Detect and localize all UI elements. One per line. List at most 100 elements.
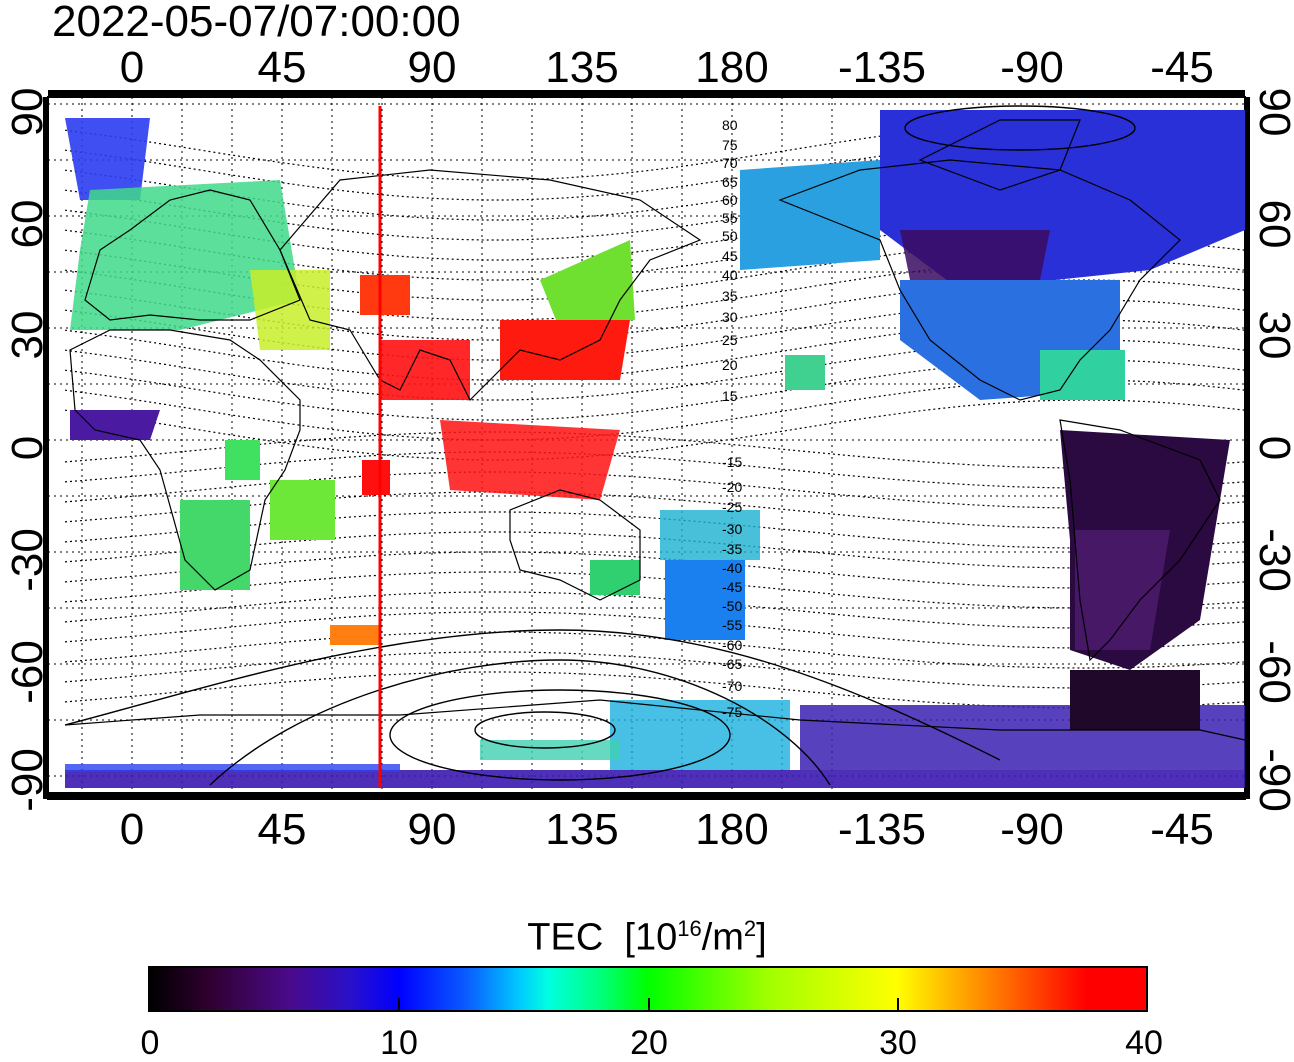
bottom-tick-label: -90	[1000, 805, 1064, 854]
magnetic-latitude-label: -20	[722, 479, 743, 495]
magnetic-latitude-curve	[64, 431, 1246, 469]
tec-patch-indochina	[380, 340, 470, 400]
bottom-tick-label: -45	[1150, 805, 1214, 854]
magnetic-latitude-label: -70	[722, 678, 743, 694]
magnetic-latitude-label: 25	[722, 332, 738, 348]
left-tick-label: 0	[3, 435, 52, 461]
magnetic-latitude-label: -35	[722, 541, 743, 557]
magnetic-latitude-label: 20	[722, 357, 738, 373]
tec-patch-japan-south	[500, 320, 630, 380]
tec-patch-canada-dark	[900, 230, 1050, 280]
left-tick-label: 30	[3, 310, 52, 360]
tec-patch-mideast	[250, 270, 330, 350]
magnetic-latitude-curve	[64, 491, 1246, 529]
colorbar-title-text: TEC	[527, 916, 604, 959]
bottom-tick-label: 180	[695, 805, 769, 854]
tec-patch-alaska	[740, 160, 880, 270]
top-tick-label: 135	[545, 43, 619, 92]
magnetic-latitude-label: 75	[722, 137, 738, 153]
left-tick-label: -60	[3, 640, 52, 704]
top-tick-label: 0	[119, 43, 145, 92]
tec-patch-europe-central	[70, 180, 300, 330]
right-axis-bar	[1245, 97, 1250, 799]
tec-patch-south-strip-blue	[65, 764, 400, 772]
magnetic-latitude-curve	[64, 591, 1246, 629]
tec-patch-japan	[540, 240, 635, 330]
tec-patch-hawaii	[785, 355, 825, 390]
coastline-south-america	[1059, 419, 1221, 662]
colorbar-unit-exp2: 2	[743, 916, 757, 941]
timestamp: 2022-05-07/07:00:00	[52, 0, 461, 46]
colorbar-tick	[897, 998, 899, 1010]
colorbar-label: 40	[1125, 1024, 1163, 1062]
colorbar-label: 30	[879, 1024, 917, 1062]
right-tick-label: -90	[1250, 748, 1294, 812]
bottom-tick-label: 0	[119, 805, 145, 854]
top-axis-bar	[48, 90, 1245, 97]
magnetic-pole-contours	[64, 105, 1136, 786]
magnetic-latitude-label: -65	[722, 656, 743, 672]
coastline-north-america	[778, 159, 1181, 401]
magnetic-latitude-curve	[64, 631, 1246, 669]
coastline-asia	[279, 169, 702, 402]
bottom-tick-label: 45	[257, 805, 307, 854]
top-tick-label: -135	[837, 43, 927, 92]
bottom-tick-label: 90	[407, 805, 457, 854]
tec-patch-africa-mid	[225, 440, 260, 480]
magnetic-latitude-label: 70	[722, 155, 738, 171]
right-tick-label: 90	[1250, 87, 1294, 137]
tec-patch-africa-south	[180, 500, 250, 590]
magnetic-latitude-curve	[64, 511, 1246, 549]
bottom-tick-label: -135	[837, 805, 927, 854]
magnetic-latitude-label: -15	[722, 454, 743, 470]
colorbar-unit-mid: /m	[701, 916, 744, 959]
colorbar-unit-prefix: [10	[624, 916, 678, 959]
magnetic-latitude-curve	[64, 399, 1246, 461]
coastline-australia	[509, 489, 641, 601]
top-tick-label: -90	[1000, 43, 1064, 92]
magnetic-latitude-curve	[64, 471, 1246, 509]
magnetic-latitude-label: 55	[722, 210, 738, 226]
tec-patch-africa-west	[70, 410, 160, 440]
colorbar-label: 20	[630, 1024, 668, 1062]
left-axis-bar	[43, 97, 48, 799]
tec-patch-south-america-purple	[1075, 530, 1170, 650]
colorbar-unit-suffix: ]	[756, 916, 767, 959]
magnetic-latitude-label: -25	[722, 499, 743, 515]
colorbar-title: TEC [1016/m2]	[0, 907, 1294, 960]
magnetic-latitude-label: 60	[722, 192, 738, 208]
magnetic-latitude-label: 50	[722, 228, 738, 244]
tec-patch-india-south	[362, 460, 390, 495]
south-pole-contour-outer2	[64, 629, 1001, 761]
magnetic-latitude-label: -30	[722, 521, 743, 537]
top-tick-label: -45	[1150, 43, 1214, 92]
south-pole-contour-inner	[474, 711, 616, 749]
magnetic-latitude-curve	[64, 571, 1246, 609]
magnetic-latitude-label: 45	[722, 248, 738, 264]
top-tick-label: 180	[695, 43, 769, 92]
magnetic-latitude-label: 35	[722, 288, 738, 304]
top-tick-label: 90	[407, 43, 457, 92]
tec-patch-south-strip	[65, 770, 1245, 788]
tec-patch-pacific-south	[660, 510, 760, 560]
bottom-axis-bar	[48, 792, 1245, 799]
north-pole-contour	[904, 105, 1136, 151]
coastlines	[64, 119, 1246, 741]
magnetic-latitude-label: 65	[722, 174, 738, 190]
tec-patch-antarctic-d	[1070, 670, 1200, 730]
colorbar-tick	[648, 998, 650, 1010]
right-tick-label: -60	[1250, 640, 1294, 704]
magnetic-latitude-label: -45	[722, 579, 743, 595]
magnetic-latitude-curve	[64, 551, 1246, 589]
colorbar-unit-exp1: 16	[677, 916, 702, 941]
magnetic-latitude-label: -50	[722, 598, 743, 614]
magnetic-latitude-label: -40	[722, 560, 743, 576]
tec-patch-indonesia	[440, 420, 620, 500]
tec-patch-indian-ocean	[330, 625, 380, 645]
colorbar-label: 0	[140, 1024, 160, 1062]
right-tick-label: 0	[1250, 436, 1294, 460]
left-tick-label: 90	[3, 87, 52, 137]
magnetic-latitude-label: -75	[722, 704, 743, 720]
colorbar-tick	[398, 998, 400, 1010]
left-tick-label: 60	[3, 199, 52, 249]
